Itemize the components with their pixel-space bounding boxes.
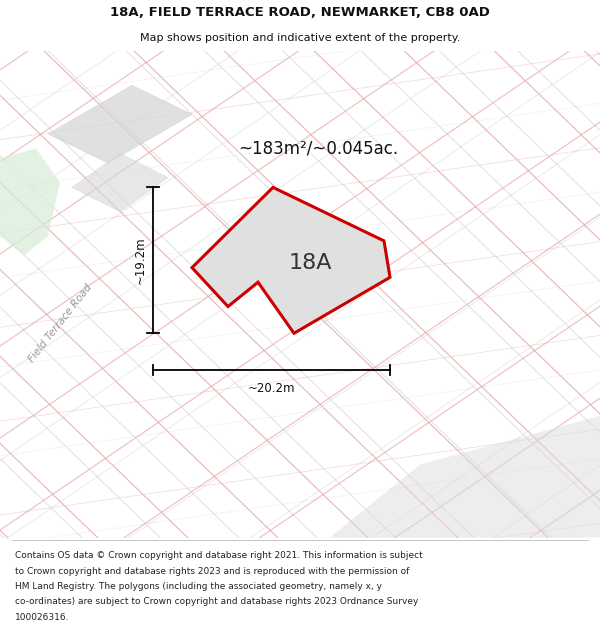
Text: ~183m²/~0.045ac.: ~183m²/~0.045ac.	[238, 139, 398, 158]
Text: Contains OS data © Crown copyright and database right 2021. This information is : Contains OS data © Crown copyright and d…	[15, 551, 423, 561]
Text: 18A, FIELD TERRACE ROAD, NEWMARKET, CB8 0AD: 18A, FIELD TERRACE ROAD, NEWMARKET, CB8 …	[110, 6, 490, 19]
Polygon shape	[72, 153, 168, 212]
Text: ~19.2m: ~19.2m	[133, 236, 146, 284]
Text: ~20.2m: ~20.2m	[248, 382, 295, 395]
Text: HM Land Registry. The polygons (including the associated geometry, namely x, y: HM Land Registry. The polygons (includin…	[15, 582, 382, 591]
Text: to Crown copyright and database rights 2023 and is reproduced with the permissio: to Crown copyright and database rights 2…	[15, 567, 409, 576]
Polygon shape	[48, 85, 192, 163]
Polygon shape	[192, 188, 390, 333]
Text: 18A: 18A	[289, 253, 332, 272]
Polygon shape	[330, 416, 600, 538]
Text: Map shows position and indicative extent of the property.: Map shows position and indicative extent…	[140, 33, 460, 44]
Text: Field Terrace Road: Field Terrace Road	[26, 282, 94, 364]
Text: 100026316.: 100026316.	[15, 612, 70, 622]
Polygon shape	[0, 149, 60, 256]
Text: co-ordinates) are subject to Crown copyright and database rights 2023 Ordnance S: co-ordinates) are subject to Crown copyr…	[15, 598, 418, 606]
